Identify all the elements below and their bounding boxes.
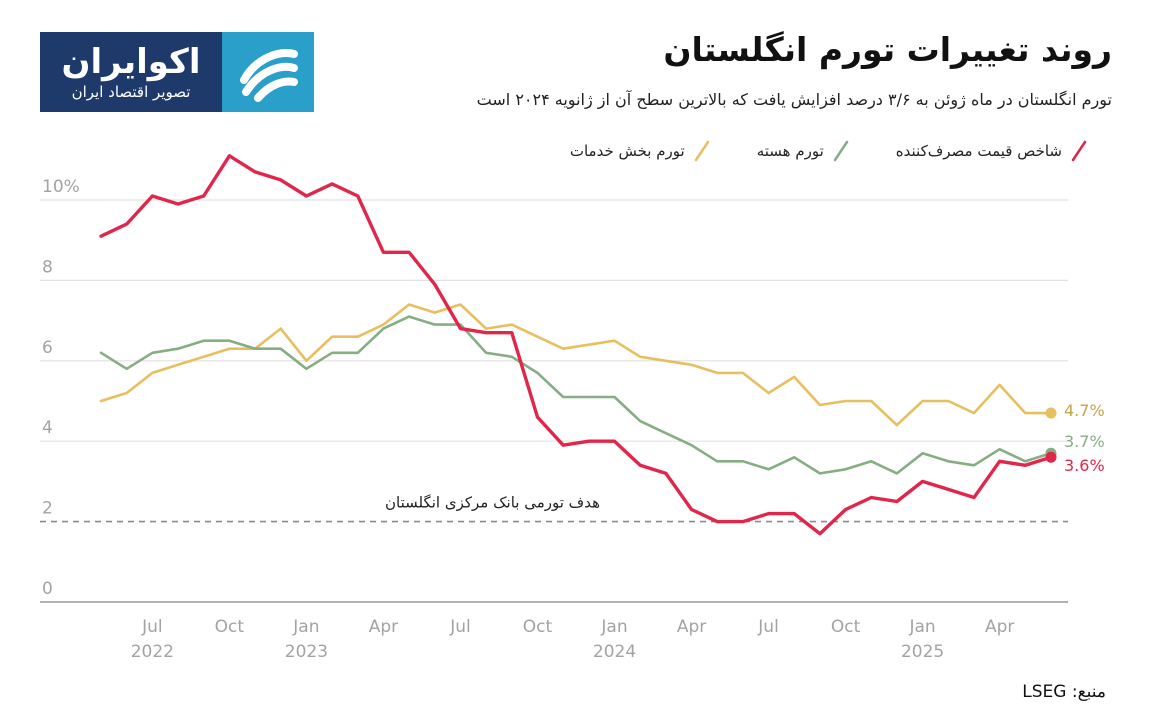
x-tick-month: Apr [985,617,1014,637]
legend-label-services: تورم بخش خدمات [569,142,685,160]
x-tick-month: Jan [600,617,627,637]
grid: 10% 8 6 4 2 0 [40,177,1068,603]
legend-item-services: تورم بخش خدمات [570,140,711,162]
legend-item-core: تورم هسته [757,140,850,162]
chart-subtitle: تورم انگلستان در ماه ژوئن به ۳/۶ درصد اف… [476,90,1112,109]
legend-item-cpi: شاخص قیمت مصرف‌کننده [896,140,1088,162]
legend-swatch-core [833,140,849,162]
chart-title: روند تغییرات تورم انگلستان [663,30,1112,69]
x-tick-month: Jan [909,617,936,637]
series-line-services [99,303,1053,427]
end-label-cpi: 3.6% [1064,456,1105,475]
legend-swatch-services [694,140,709,162]
x-tick-month: Apr [369,617,398,637]
end-dot-cpi [1045,451,1057,463]
logo-mark [222,32,314,112]
x-tick-month: Jul [449,617,471,637]
end-dot-services [1045,407,1057,419]
x-tick-month: Oct [831,617,861,637]
series-group [99,154,1053,536]
y-tick-label: 8 [42,257,53,277]
series-line-core [99,315,1053,475]
logo-text-box: اکوایران تصویر اقتصاد ایران [40,32,222,112]
y-tick-label: 4 [42,418,53,438]
y-tick-label: 0 [42,579,53,599]
logo-tagline: تصویر اقتصاد ایران [71,83,191,101]
legend-swatch-cpi [1071,140,1087,162]
x-tick-month: Apr [677,617,706,637]
x-tick-year: 2025 [901,642,944,662]
x-axis: Jul 2022 Oct Jan 2023 Apr Jul Oct Jan 2024 Apr Jul O… [131,617,1015,662]
x-tick-year: 2022 [131,642,174,662]
reference-line-group: هدف تورمی بانک مرکزی انگلستان [40,494,1068,523]
x-tick-month: Oct [523,617,553,637]
y-tick-label: 2 [42,499,53,519]
x-tick-year: 2023 [285,642,328,662]
logo-mark-icon [240,49,298,102]
target-line-label: هدف تورمی بانک مرکزی انگلستان [385,494,600,512]
x-tick-month: Jan [292,617,319,637]
y-tick-label: 10% [42,177,80,197]
legend: شاخص قیمت مصرف‌کننده تورم هسته تورم بخش … [570,140,1088,162]
x-tick-year: 2024 [593,642,636,662]
end-label-core: 3.7% [1064,432,1105,451]
series-line-cpi [99,154,1053,536]
x-tick-month: Oct [215,617,245,637]
legend-label-core: تورم هسته [756,142,824,160]
logo-name: اکوایران [61,42,201,82]
source-note: منبع: LSEG [1022,682,1106,702]
logo: اکوایران تصویر اقتصاد ایران [40,32,314,112]
end-label-services: 4.7% [1064,401,1105,420]
x-tick-month: Jul [141,617,163,637]
x-tick-month: Jul [757,617,779,637]
y-tick-label: 6 [42,338,53,358]
legend-label-cpi: شاخص قیمت مصرف‌کننده [895,142,1062,160]
end-labels: 4.7% 3.7% 3.6% [1045,401,1105,475]
